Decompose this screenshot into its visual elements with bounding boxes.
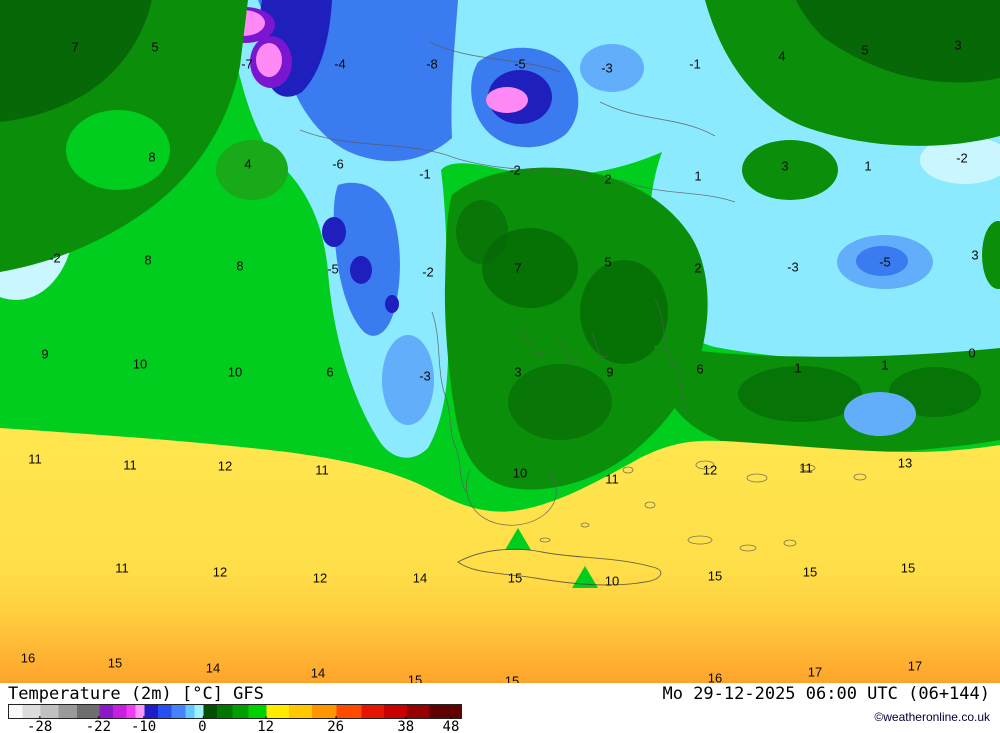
legend-tick: 0: [198, 716, 207, 733]
copyright-link[interactable]: ©weatheronline.co.uk: [874, 710, 990, 724]
temperature-map: 7 5 -7 -4 -8 -5 -3 -1 4 5 3 8 4 -6 -1 -2 2 1 3 1 -2 -2 8 8 -5 -2 7…: [0, 0, 1000, 683]
map-canvas: [0, 0, 1000, 683]
legend-tick: 48: [442, 716, 460, 733]
legend-bar: [8, 704, 462, 719]
legend-ticks: -28 -22 -10 0 12 26 38 48: [8, 716, 460, 733]
warm-region: [0, 428, 1000, 683]
map-datetime: Mo 29-12-2025 06:00 UTC (06+144): [662, 684, 990, 704]
legend-tick: 12: [257, 716, 275, 733]
legend-tick: 26: [327, 716, 345, 733]
legend-footer: Temperature (2m) [°C] GFS -28 -22 -10 0 12 26…: [0, 683, 1000, 733]
legend-tick: -22: [85, 716, 112, 733]
island-highlands: [505, 528, 598, 588]
green-regions: [0, 0, 1000, 490]
legend-tick: -10: [130, 716, 157, 733]
legend-tick: 38: [397, 716, 415, 733]
coastlines: [299, 41, 867, 586]
legend-tick: -28: [26, 716, 53, 733]
map-title: Temperature (2m) [°C] GFS: [8, 684, 264, 704]
